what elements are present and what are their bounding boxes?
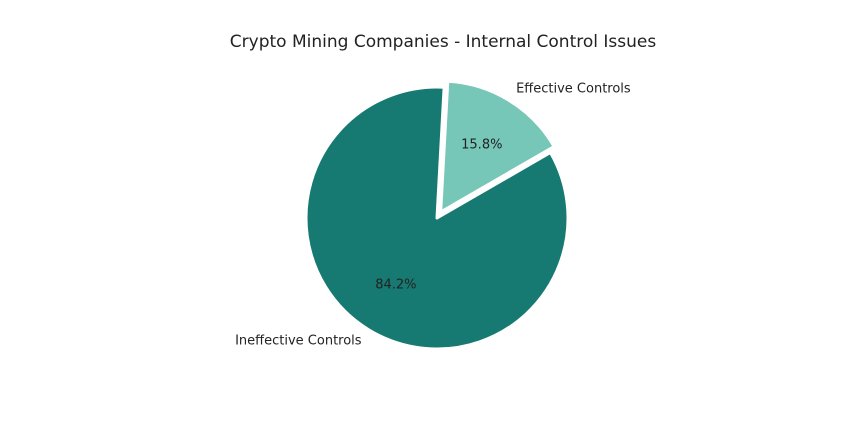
slice-label: Effective Controls (516, 82, 631, 97)
slice-percent-label: 84.2% (375, 277, 416, 292)
chart-title: Crypto Mining Companies - Internal Contr… (230, 32, 657, 52)
slice-label: Ineffective Controls (235, 333, 362, 348)
pie-slices (304, 79, 570, 351)
slice-percent-label: 15.8% (461, 138, 502, 153)
pie-slice-ineffective-controls (304, 85, 570, 351)
pie-slice-effective-controls (439, 79, 556, 214)
pie-labels: Effective Controls 15.8% Ineffective Contr… (235, 82, 631, 349)
